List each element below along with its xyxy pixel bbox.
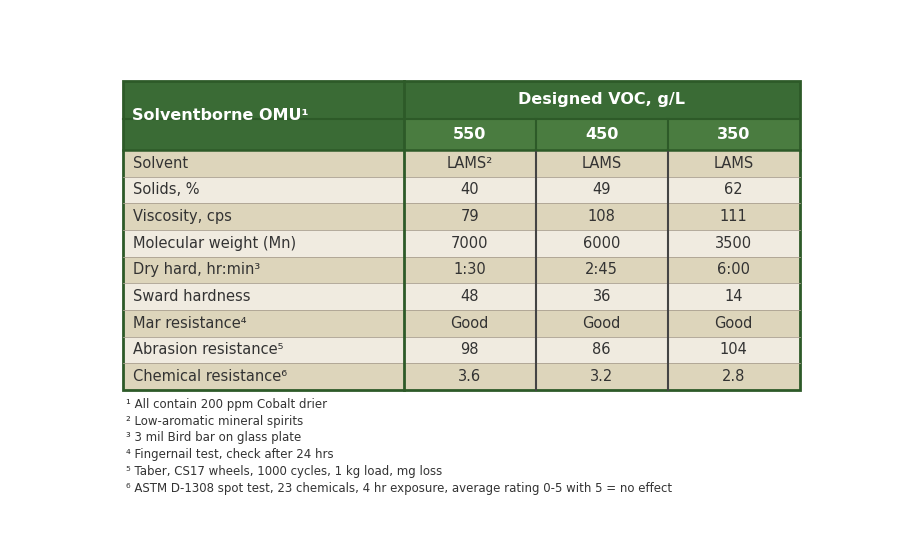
Text: 450: 450 (585, 127, 618, 142)
Text: 86: 86 (592, 343, 611, 358)
Text: ⁶ ASTM D-1308 spot test, 23 chemicals, 4 hr exposure, average rating 0-5 with 5 : ⁶ ASTM D-1308 spot test, 23 chemicals, 4… (126, 482, 672, 496)
Bar (123, 364, 404, 390)
Text: LAMS²: LAMS² (446, 156, 493, 170)
Bar (668, 310, 799, 337)
Text: 108: 108 (588, 209, 616, 224)
Text: ³ 3 mil Bird bar on glass plate: ³ 3 mil Bird bar on glass plate (126, 432, 302, 444)
Bar (404, 256, 536, 283)
Text: Molecular weight (Mn): Molecular weight (Mn) (132, 236, 296, 251)
Bar (668, 364, 799, 390)
Bar (123, 203, 404, 230)
Text: Mar resistance⁴: Mar resistance⁴ (132, 316, 247, 331)
Text: Good: Good (582, 316, 621, 331)
Text: Sward hardness: Sward hardness (132, 289, 250, 304)
Text: ⁴ Fingernail test, check after 24 hrs: ⁴ Fingernail test, check after 24 hrs (126, 448, 334, 461)
Text: 2:45: 2:45 (585, 262, 618, 277)
Text: 36: 36 (592, 289, 611, 304)
Text: 1:30: 1:30 (454, 262, 486, 277)
Bar (404, 337, 536, 364)
Text: 49: 49 (592, 183, 611, 197)
Text: LAMS: LAMS (581, 156, 622, 170)
Bar (123, 337, 404, 364)
Bar (536, 119, 668, 150)
Text: Abrasion resistance⁵: Abrasion resistance⁵ (132, 343, 284, 358)
Bar (536, 150, 668, 177)
Text: 98: 98 (461, 343, 479, 358)
Text: Solids, %: Solids, % (132, 183, 199, 197)
Text: 3500: 3500 (715, 236, 752, 251)
Text: 550: 550 (453, 127, 486, 142)
Bar (404, 364, 536, 390)
Text: Solventborne OMU¹: Solventborne OMU¹ (132, 108, 309, 123)
Text: ⁵ Taber, CS17 wheels, 1000 cycles, 1 kg load, mg loss: ⁵ Taber, CS17 wheels, 1000 cycles, 1 kg … (126, 465, 443, 478)
Text: 104: 104 (720, 343, 748, 358)
Bar (404, 119, 536, 150)
Bar (123, 150, 404, 177)
Bar (123, 283, 404, 310)
Text: LAMS: LAMS (714, 156, 753, 170)
Text: 6:00: 6:00 (717, 262, 750, 277)
Bar (123, 256, 404, 283)
Text: 40: 40 (461, 183, 479, 197)
Text: Good: Good (451, 316, 489, 331)
Bar (536, 364, 668, 390)
Bar (536, 310, 668, 337)
Text: 62: 62 (724, 183, 742, 197)
Bar (404, 310, 536, 337)
Bar (668, 230, 799, 256)
Text: ² Low-aromatic mineral spirits: ² Low-aromatic mineral spirits (126, 415, 303, 427)
Text: 48: 48 (461, 289, 479, 304)
Bar (668, 203, 799, 230)
Bar (536, 337, 668, 364)
Text: 3.2: 3.2 (590, 369, 613, 384)
Bar (536, 177, 668, 203)
Bar (404, 230, 536, 256)
Bar (536, 256, 668, 283)
Text: 6000: 6000 (583, 236, 620, 251)
Bar (668, 177, 799, 203)
Bar (404, 283, 536, 310)
Text: Good: Good (715, 316, 752, 331)
Bar (668, 119, 799, 150)
Text: 111: 111 (720, 209, 747, 224)
Bar (668, 283, 799, 310)
Text: Solvent: Solvent (132, 156, 188, 170)
Text: 2.8: 2.8 (722, 369, 745, 384)
Bar (668, 256, 799, 283)
Text: Chemical resistance⁶: Chemical resistance⁶ (132, 369, 287, 384)
Bar (123, 177, 404, 203)
Bar (123, 230, 404, 256)
Bar (404, 81, 799, 119)
Text: ¹ All contain 200 ppm Cobalt drier: ¹ All contain 200 ppm Cobalt drier (126, 398, 328, 411)
Bar (536, 283, 668, 310)
Bar (123, 310, 404, 337)
Text: Viscosity, cps: Viscosity, cps (132, 209, 231, 224)
Text: 14: 14 (724, 289, 742, 304)
Text: 3.6: 3.6 (458, 369, 482, 384)
Bar (668, 337, 799, 364)
Bar (404, 177, 536, 203)
Text: 79: 79 (461, 209, 479, 224)
Bar (536, 203, 668, 230)
Bar (404, 203, 536, 230)
Bar (404, 150, 536, 177)
Bar (536, 230, 668, 256)
Text: Designed VOC, g/L: Designed VOC, g/L (518, 92, 685, 107)
Text: 350: 350 (717, 127, 751, 142)
Bar (668, 150, 799, 177)
Text: Dry hard, hr:min³: Dry hard, hr:min³ (132, 262, 260, 277)
Text: 7000: 7000 (451, 236, 489, 251)
